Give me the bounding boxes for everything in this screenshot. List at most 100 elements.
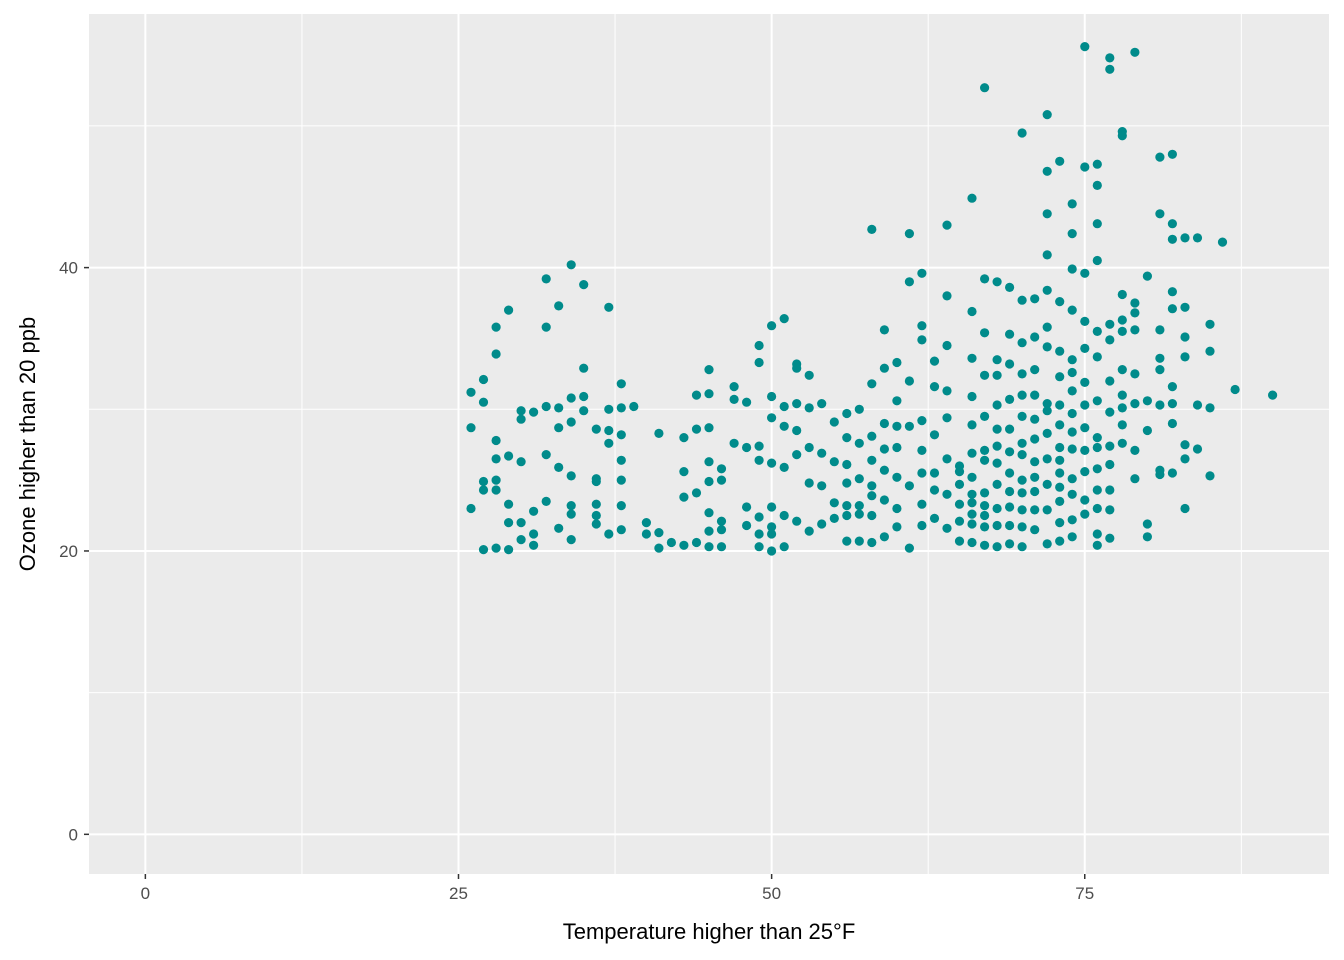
data-point <box>1117 326 1127 336</box>
data-point <box>1092 442 1102 453</box>
data-point <box>754 441 764 451</box>
data-point <box>691 537 702 548</box>
data-point <box>967 489 977 499</box>
data-point <box>1167 468 1177 478</box>
data-point <box>529 506 539 516</box>
data-point <box>691 488 702 498</box>
data-point <box>1092 529 1102 539</box>
data-point <box>1042 428 1052 438</box>
data-point <box>967 448 977 458</box>
data-point <box>1030 390 1040 400</box>
data-point <box>516 457 526 467</box>
data-point <box>566 393 576 403</box>
data-point <box>554 523 564 533</box>
data-point <box>1192 400 1203 410</box>
data-point <box>892 442 902 453</box>
data-point <box>516 406 526 416</box>
data-point <box>679 467 689 477</box>
data-point <box>1030 457 1040 467</box>
data-point <box>704 542 714 552</box>
data-point <box>491 454 501 464</box>
data-point <box>967 353 977 363</box>
data-point <box>616 525 626 535</box>
data-point <box>779 421 789 431</box>
data-point <box>1130 298 1140 308</box>
data-point <box>516 518 526 528</box>
data-point <box>842 459 852 470</box>
data-point <box>1092 219 1102 229</box>
data-point <box>992 277 1002 287</box>
data-point <box>980 501 990 511</box>
data-point <box>716 475 727 485</box>
data-point <box>566 535 576 545</box>
data-point <box>942 413 952 423</box>
data-point <box>1130 308 1140 318</box>
data-point <box>917 321 927 331</box>
data-point <box>591 519 601 529</box>
data-point <box>1105 533 1115 543</box>
data-point <box>967 519 977 529</box>
data-point <box>1080 316 1090 326</box>
data-point <box>867 510 877 521</box>
data-point <box>466 423 476 433</box>
data-point <box>704 526 714 536</box>
data-point <box>1055 442 1065 453</box>
data-point <box>604 438 614 448</box>
data-point <box>917 499 927 509</box>
data-point <box>1042 539 1052 549</box>
data-point <box>804 478 814 488</box>
data-point <box>566 471 576 481</box>
data-point <box>1167 399 1177 409</box>
data-point <box>867 431 877 441</box>
data-point <box>1155 400 1165 410</box>
data-point <box>842 478 852 488</box>
data-point <box>779 314 789 324</box>
data-point <box>929 485 940 495</box>
data-point <box>817 448 827 458</box>
data-point <box>691 424 702 434</box>
data-point <box>1042 505 1052 515</box>
data-point <box>967 537 977 548</box>
data-point <box>1105 376 1115 386</box>
data-point <box>1030 525 1040 535</box>
data-point <box>1130 399 1140 409</box>
data-point <box>541 274 551 284</box>
data-point <box>1055 518 1065 528</box>
data-point <box>804 403 814 413</box>
data-point <box>1030 434 1040 444</box>
data-point <box>1105 64 1115 74</box>
data-point <box>1067 427 1077 437</box>
data-point <box>1042 110 1052 120</box>
data-point <box>616 501 626 511</box>
data-point <box>1105 459 1115 470</box>
data-point <box>1105 407 1115 417</box>
data-point <box>1067 229 1077 239</box>
data-point <box>980 455 990 465</box>
data-point <box>1205 346 1215 356</box>
data-point <box>879 444 890 454</box>
data-point <box>1092 433 1102 443</box>
data-point <box>742 520 752 531</box>
data-point <box>842 536 852 546</box>
data-point <box>1180 440 1190 450</box>
data-point <box>1005 539 1015 549</box>
data-point <box>792 516 802 526</box>
data-point <box>1117 403 1127 413</box>
data-point <box>1092 352 1102 362</box>
data-point <box>1067 474 1077 484</box>
y-tick-label: 20 <box>59 542 78 561</box>
data-point <box>591 476 601 487</box>
data-point <box>1055 420 1065 430</box>
data-point <box>917 268 927 278</box>
data-point <box>1105 505 1115 515</box>
data-point <box>1080 467 1090 477</box>
data-point <box>1005 424 1015 434</box>
data-point <box>1167 418 1177 429</box>
data-point <box>992 520 1002 531</box>
data-point <box>1167 234 1177 244</box>
data-point <box>754 512 764 522</box>
data-point <box>666 537 677 548</box>
data-point <box>992 441 1002 451</box>
data-point <box>1055 156 1065 166</box>
data-point <box>1080 509 1090 519</box>
